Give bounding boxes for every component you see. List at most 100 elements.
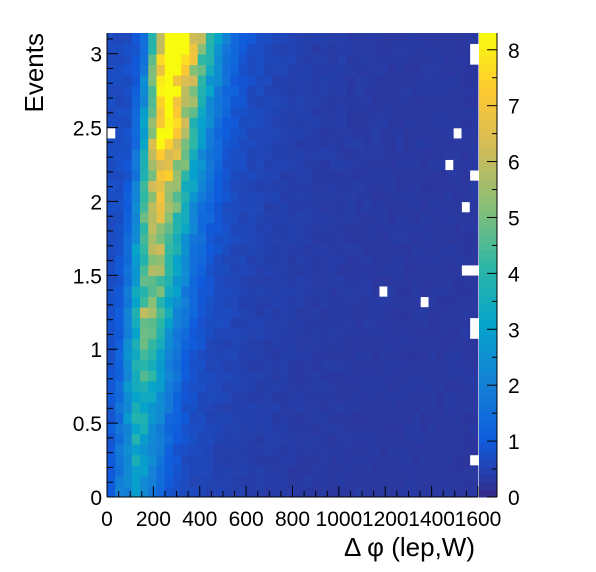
- heatmap-cell: [271, 433, 281, 445]
- heatmap-cell: [337, 349, 347, 361]
- heatmap-cell: [453, 286, 462, 298]
- heatmap-cell: [230, 412, 240, 424]
- heatmap-cell: [148, 286, 157, 298]
- heatmap-cell: [313, 254, 322, 266]
- heatmap-cell: [181, 75, 190, 87]
- heatmap-cell: [461, 412, 471, 424]
- heatmap-cell: [379, 381, 388, 392]
- heatmap-cell: [428, 286, 438, 298]
- heatmap-cell: [164, 275, 174, 287]
- heatmap-cell: [354, 286, 363, 298]
- heatmap-cell: [123, 444, 133, 456]
- heatmap-cell: [329, 265, 339, 276]
- heatmap-cell: [238, 222, 248, 234]
- heatmap-cell: [370, 349, 380, 361]
- heatmap-cell: [420, 486, 429, 498]
- heatmap-cell: [222, 307, 232, 319]
- heatmap-cell: [172, 275, 182, 287]
- heatmap-cell: [321, 159, 330, 171]
- heatmap-cell: [288, 180, 298, 192]
- heatmap-cell: [296, 138, 306, 150]
- heatmap-cell: [222, 433, 232, 445]
- heatmap-cell: [395, 33, 405, 44]
- heatmap-cell: [280, 254, 289, 266]
- heatmap-cell: [453, 349, 462, 361]
- heatmap-cell: [354, 275, 363, 287]
- heatmap-cell: [420, 412, 429, 424]
- heatmap-cell: [412, 349, 421, 361]
- heatmap-cell: [255, 64, 265, 76]
- heatmap-cell: [214, 486, 223, 498]
- heatmap-cell: [280, 328, 289, 340]
- heatmap-cell: [164, 233, 174, 245]
- heatmap-cell: [387, 201, 396, 213]
- heatmap-cell: [263, 444, 273, 456]
- heatmap-cell: [230, 444, 240, 456]
- heatmap-cell: [420, 328, 429, 340]
- heatmap-cell: [156, 296, 166, 308]
- heatmap-cell: [346, 233, 355, 245]
- heatmap-cell: [420, 85, 429, 97]
- heatmap-cell: [164, 296, 174, 308]
- heatmap-cell: [238, 64, 248, 76]
- heatmap-cell: [255, 106, 265, 118]
- heatmap-cell: [181, 475, 190, 487]
- heatmap-cell: [329, 423, 339, 435]
- heatmap-cell: [469, 222, 479, 234]
- heatmap-cell: [181, 222, 190, 234]
- heatmap-cell: [164, 444, 174, 456]
- heatmap-cell: [115, 475, 124, 487]
- heatmap-cell: [222, 402, 232, 414]
- heatmap-cell: [181, 180, 190, 192]
- heatmap-cell: [346, 43, 355, 55]
- heatmap-cell: [164, 254, 174, 266]
- heatmap-cell: [337, 433, 347, 445]
- heatmap-cell: [469, 149, 479, 160]
- palette-swatch: [479, 481, 497, 490]
- heatmap-cell: [288, 149, 298, 160]
- heatmap-cell: [329, 117, 339, 129]
- heatmap-cell: [288, 43, 298, 55]
- heatmap-cell: [337, 370, 347, 382]
- heatmap-cell: [321, 444, 330, 456]
- heatmap-cell: [197, 307, 207, 319]
- heatmap-cell: [453, 254, 462, 266]
- heatmap-cell: [362, 412, 372, 424]
- heatmap-cell: [222, 170, 232, 182]
- heatmap-cell: [148, 233, 157, 245]
- heatmap-cell: [238, 254, 248, 266]
- heatmap-cell: [214, 391, 223, 403]
- heatmap-cell: [379, 191, 388, 203]
- heatmap-cell: [313, 85, 322, 97]
- heatmap-cell: [379, 75, 388, 87]
- heatmap-cell: [337, 191, 347, 203]
- heatmap-cell: [420, 307, 429, 319]
- heatmap-cell: [280, 359, 289, 371]
- heatmap-cell: [296, 170, 306, 182]
- heatmap-cell: [172, 328, 182, 340]
- heatmap-cell: [230, 349, 240, 361]
- heatmap-cell: [131, 149, 141, 160]
- heatmap-cell: [379, 233, 388, 245]
- heatmap-cell: [230, 64, 240, 76]
- heatmap-cell: [304, 296, 314, 308]
- heatmap-cell: [420, 96, 429, 108]
- heatmap-cell: [107, 275, 116, 287]
- heatmap-cell: [387, 222, 396, 234]
- heatmap-cell: [214, 212, 223, 224]
- heatmap-cell: [164, 85, 174, 97]
- heatmap-cell: [436, 64, 446, 76]
- heatmap-cell: [131, 43, 141, 55]
- palette-swatch: [479, 388, 497, 397]
- heatmap-cell: [445, 106, 454, 118]
- heatmap-cell: [329, 75, 339, 87]
- heatmap-cell: [214, 349, 223, 361]
- y-tick-label: 2: [90, 191, 102, 214]
- heatmap-cell: [337, 275, 347, 287]
- heatmap-cell: [222, 454, 232, 466]
- heatmap-cell: [181, 201, 190, 213]
- heatmap-cell: [263, 222, 273, 234]
- heatmap-cell: [189, 159, 199, 171]
- heatmap-cell: [445, 454, 454, 466]
- heatmap-cell: [139, 85, 149, 97]
